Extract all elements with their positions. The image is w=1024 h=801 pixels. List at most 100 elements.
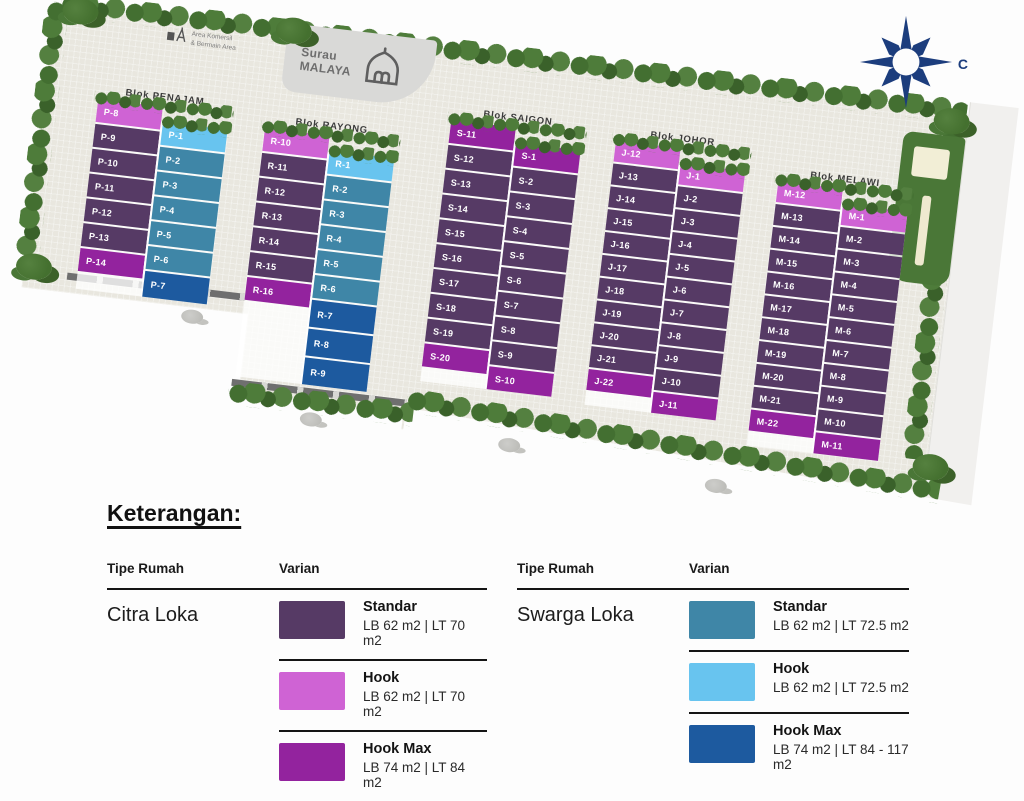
gate-house (910, 146, 951, 181)
lot-label: M-7 (831, 347, 850, 360)
lot-label: M-9 (826, 392, 844, 405)
compass-rose: C (858, 14, 968, 114)
legend-header-varian: Varian (689, 561, 730, 576)
legend-table-citra: Tipe Rumah Varian Citra Loka Standar LB … (107, 561, 487, 801)
surau-area: Surau MALAYA (280, 23, 438, 109)
lot-label: S-12 (453, 152, 475, 165)
lot-label: M-2 (845, 233, 863, 245)
lot-label: M-11 (820, 438, 844, 452)
amenity-marker: Area Komersil & Bermain Area (165, 25, 238, 56)
lot-label: J-19 (602, 306, 623, 320)
variant-name: Hook (773, 661, 810, 677)
lot-label: J-17 (607, 261, 628, 274)
lot-label: S-9 (497, 348, 514, 361)
lot-label: J-6 (672, 283, 688, 296)
lot-label: R-16 (252, 284, 275, 297)
lot-label: P-3 (162, 178, 179, 191)
variant-name: Standar (363, 599, 417, 615)
lot-label: S-3 (515, 199, 532, 212)
variant-spec: LB 74 m2 | LT 84 - 117 m2 (773, 742, 909, 772)
legend-header-tipe: Tipe Rumah (107, 561, 185, 576)
legend-color-swatch (689, 725, 755, 763)
lot-label: R-14 (258, 234, 280, 247)
lot-label: S-7 (503, 299, 520, 311)
lot-label: J-21 (596, 352, 617, 365)
lot-label: S-15 (444, 226, 466, 239)
lot-label: M-5 (837, 301, 855, 314)
legend-color-swatch (689, 601, 755, 639)
lot-label: P-9 (100, 131, 117, 143)
lot-label: M-10 (823, 415, 847, 429)
lot-label: S-13 (450, 176, 472, 190)
lot-label: J-13 (618, 169, 639, 182)
lot-label: M-18 (767, 324, 790, 337)
lot-label: M-20 (761, 370, 785, 383)
lot-label: M-13 (780, 210, 804, 223)
lot-label: S-17 (438, 276, 460, 289)
lot-label: R-12 (264, 184, 286, 198)
variant-name: Standar (773, 599, 827, 615)
block-penajam: Blok PENAJAM P-8P-9P-10P-11P-12P-13P-14 … (75, 87, 235, 305)
variant-list: Standar LB 62 m2 | LT 72.5 m2 Hook LB 62… (689, 590, 909, 783)
lot-label: S-10 (494, 373, 516, 386)
house-type-name: Citra Loka (107, 604, 199, 626)
lot-label: P-4 (159, 203, 176, 216)
lot-label: M-17 (769, 301, 793, 315)
playground-icon (165, 25, 188, 50)
variant-text: Standar LB 62 m2 | LT 72.5 m2 (773, 599, 909, 639)
legend-color-swatch (279, 672, 345, 710)
lot-label: M-14 (778, 233, 801, 246)
variant-list: Standar LB 62 m2 | LT 70 m2 Hook LB 62 m… (279, 590, 487, 801)
lot-label: R-5 (322, 257, 340, 270)
lot-label: J-5 (674, 261, 690, 273)
lot-label: R-9 (309, 366, 327, 379)
variant-spec: LB 74 m2 | LT 84 m2 (363, 760, 466, 790)
lot-label: P-2 (165, 153, 182, 166)
lot-label: M-16 (772, 278, 796, 292)
lot-label: R-11 (267, 160, 289, 173)
house-type-name: Swarga Loka (517, 604, 634, 626)
lot-label: M-3 (842, 255, 861, 268)
lot-label: M-6 (834, 324, 853, 337)
lot-label: R-13 (261, 209, 283, 223)
variant-text: Hook Max LB 74 m2 | LT 84 m2 (363, 741, 487, 790)
variant-text: Standar LB 62 m2 | LT 70 m2 (363, 599, 487, 648)
lot-label: P-11 (94, 180, 116, 194)
legend-header-row: Tipe Rumah Varian (517, 561, 909, 590)
lot-label: M-4 (840, 278, 858, 291)
legend-table-swarga: Tipe Rumah Varian Swarga Loka Standar LB… (517, 561, 909, 801)
lot-label: S-16 (441, 251, 463, 264)
variant-name: Hook (363, 670, 400, 686)
lot-label: P-7 (150, 279, 167, 292)
variant-name: Hook Max (363, 741, 432, 757)
legend-variant-row: Hook Max LB 74 m2 | LT 84 m2 (279, 730, 487, 801)
lot-label: S-4 (512, 224, 529, 237)
lot-label: J-4 (677, 238, 693, 250)
lot-label: P-6 (153, 253, 170, 265)
variant-spec: LB 62 m2 | LT 72.5 m2 (773, 680, 909, 695)
lot-label: M-19 (764, 347, 788, 360)
lot-label: P-10 (97, 155, 119, 169)
amenity-label: Area Komersil & Bermain Area (190, 31, 237, 52)
lot-label: R-7 (316, 309, 334, 321)
lot-label: R-2 (331, 182, 349, 195)
legend-color-swatch (279, 743, 345, 781)
variant-text: Hook Max LB 74 m2 | LT 84 - 117 m2 (773, 723, 909, 772)
lot-label: S-19 (432, 325, 454, 339)
lot-label: P-12 (91, 205, 113, 218)
lot-label: S-14 (447, 201, 469, 215)
legend-section: Keterangan: Tipe Rumah Varian Citra Loka… (107, 500, 917, 801)
lot-label: R-6 (319, 282, 337, 294)
lot-label: J-2 (683, 192, 699, 205)
legend-variant-row: Hook Max LB 74 m2 | LT 84 - 117 m2 (689, 712, 909, 783)
lot-label: S-2 (518, 174, 535, 187)
site-plan-map: Surau MALAYA (10, 0, 1019, 536)
lot-label: P-5 (156, 228, 173, 241)
legend-variant-row: Hook LB 62 m2 | LT 72.5 m2 (689, 650, 909, 712)
variant-name: Hook Max (773, 723, 842, 739)
lot-label: S-8 (500, 323, 517, 336)
legend-variant-row: Standar LB 62 m2 | LT 72.5 m2 (689, 590, 909, 650)
lot-label: S-6 (506, 274, 523, 286)
lot-label: J-16 (610, 238, 631, 251)
legend-variant-row: Hook LB 62 m2 | LT 70 m2 (279, 659, 487, 730)
